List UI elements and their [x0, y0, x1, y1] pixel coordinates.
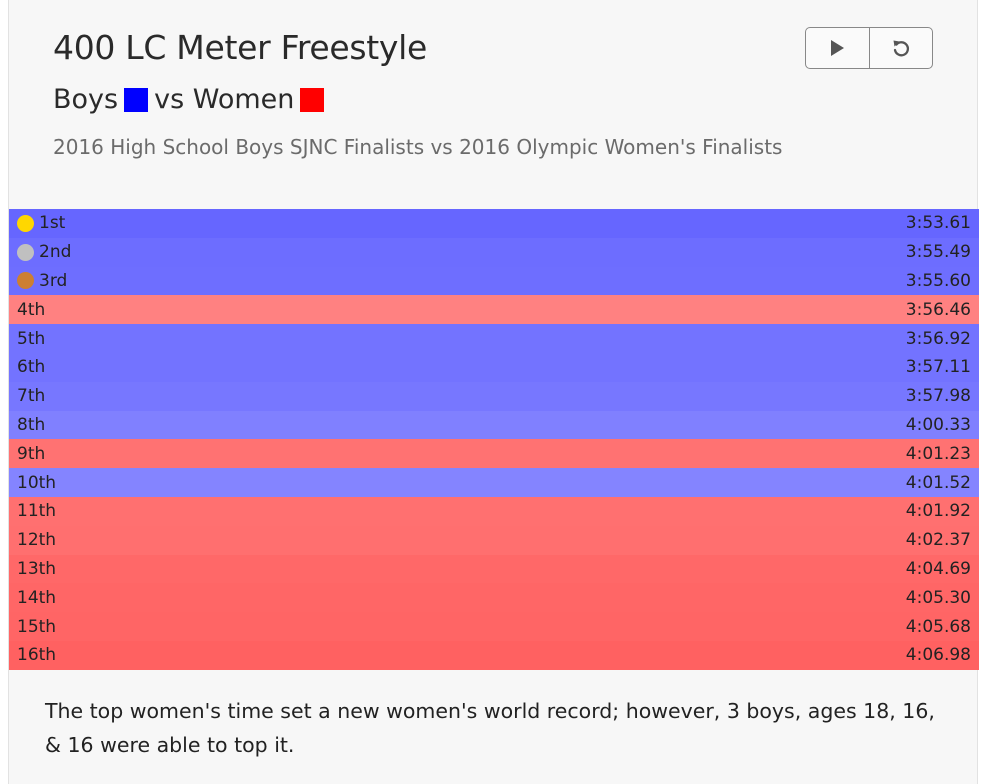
table-row: 10th 4:01.52	[9, 468, 979, 497]
row-place-label: 5th	[17, 328, 46, 349]
row-time-value: 3:56.46	[905, 299, 971, 320]
table-row: 5th 3:56.92	[9, 324, 979, 353]
row-time-value: 4:00.33	[905, 414, 971, 435]
chart-description: 2016 High School Boys SJNC Finalists vs …	[53, 135, 783, 159]
play-button[interactable]	[806, 28, 869, 68]
row-time-value: 3:55.49	[905, 242, 971, 263]
row-place-cell: 9th	[17, 444, 45, 464]
play-icon	[831, 40, 845, 56]
row-time-value: 3:57.11	[905, 357, 971, 378]
row-place-cell: 14th	[17, 588, 56, 608]
results-table: 1st 3:53.61 2nd 3:55.49 3rd 3:55.60 4th 3:56.46…	[9, 209, 979, 670]
table-row: 6th 3:57.11	[9, 352, 979, 382]
row-place-label: 12th	[17, 530, 57, 551]
reset-icon	[893, 40, 909, 57]
table-row: 3rd 3:55.60	[9, 266, 979, 296]
row-place-cell: 16th	[17, 645, 56, 665]
row-time-value: 4:02.37	[905, 530, 971, 551]
row-place-label: 14th	[17, 587, 57, 608]
row-place-label: 7th	[17, 386, 46, 407]
row-place-label: 11th	[17, 501, 57, 522]
page-title: 400 LC Meter Freestyle	[53, 28, 428, 67]
table-row: 7th 3:57.98	[9, 381, 979, 411]
playback-controls	[805, 27, 933, 69]
row-time-value: 3:57.98	[905, 386, 971, 407]
row-time-value: 4:04.69	[905, 558, 971, 579]
footer-note: The top women's time set a new women's w…	[45, 699, 935, 757]
subtitle-women-label: vs Women	[154, 84, 295, 115]
silver-medal-icon	[17, 243, 34, 261]
table-row: 8th 4:00.33	[9, 410, 979, 440]
bronze-medal-icon	[17, 272, 34, 290]
subtitle-boys-label: Boys	[53, 84, 119, 115]
row-place-cell: 2nd	[17, 242, 71, 262]
row-place-cell: 15th	[17, 617, 56, 637]
row-place-cell: 11th	[17, 501, 56, 521]
row-place-label: 13th	[17, 558, 57, 579]
row-place-cell: 6th	[17, 357, 45, 377]
row-place-label: 3rd	[39, 270, 68, 291]
row-place-label: 1st	[39, 213, 66, 234]
row-place-label: 8th	[17, 414, 46, 435]
row-place-cell: 4th	[17, 300, 45, 320]
row-time-value: 4:01.23	[905, 443, 971, 464]
table-row: 16th 4:06.98	[9, 640, 979, 670]
row-time-value: 4:05.68	[905, 616, 971, 637]
row-time-value: 3:53.61	[905, 213, 971, 234]
row-place-cell: 13th	[17, 559, 56, 579]
row-place-label: 6th	[17, 357, 46, 378]
row-place-label: 15th	[17, 616, 57, 637]
table-row: 11th 4:01.92	[9, 496, 979, 526]
table-row: 15th 4:05.68	[9, 612, 979, 641]
row-place-label: 10th	[17, 472, 57, 493]
row-place-label: 9th	[17, 443, 46, 464]
table-row: 12th 4:02.37	[9, 525, 979, 555]
row-place-cell: 3rd	[17, 271, 67, 291]
row-place-cell: 5th	[17, 329, 45, 349]
women-color-swatch	[300, 87, 325, 112]
reset-button[interactable]	[868, 28, 933, 68]
table-row: 13th 4:04.69	[9, 554, 979, 584]
chart-card: 400 LC Meter Freestyle Boys vs Women 201…	[8, 0, 979, 784]
row-place-cell: 8th	[17, 415, 45, 435]
row-place-label: 2nd	[39, 242, 72, 263]
table-row: 4th 3:56.46	[9, 295, 979, 325]
row-place-cell: 10th	[17, 473, 56, 493]
table-row: 1st 3:53.61	[9, 209, 979, 238]
row-place-label: 4th	[17, 299, 46, 320]
row-place-cell: 1st	[17, 213, 65, 233]
table-row: 9th 4:01.23	[9, 439, 979, 469]
row-place-cell: 7th	[17, 386, 45, 406]
gold-medal-icon	[17, 214, 34, 232]
table-row: 14th 4:05.30	[9, 583, 979, 613]
row-time-value: 3:55.60	[905, 270, 971, 291]
row-time-value: 4:06.98	[905, 645, 971, 666]
subtitle: Boys vs Women	[53, 84, 330, 115]
row-time-value: 4:01.52	[905, 472, 971, 493]
boys-color-swatch	[124, 87, 149, 112]
row-time-value: 4:05.30	[905, 587, 971, 608]
row-time-value: 4:01.92	[905, 501, 971, 522]
row-place-cell: 12th	[17, 530, 56, 550]
row-place-label: 16th	[17, 645, 57, 666]
row-time-value: 3:56.92	[905, 328, 971, 349]
table-row: 2nd 3:55.49	[9, 237, 979, 267]
